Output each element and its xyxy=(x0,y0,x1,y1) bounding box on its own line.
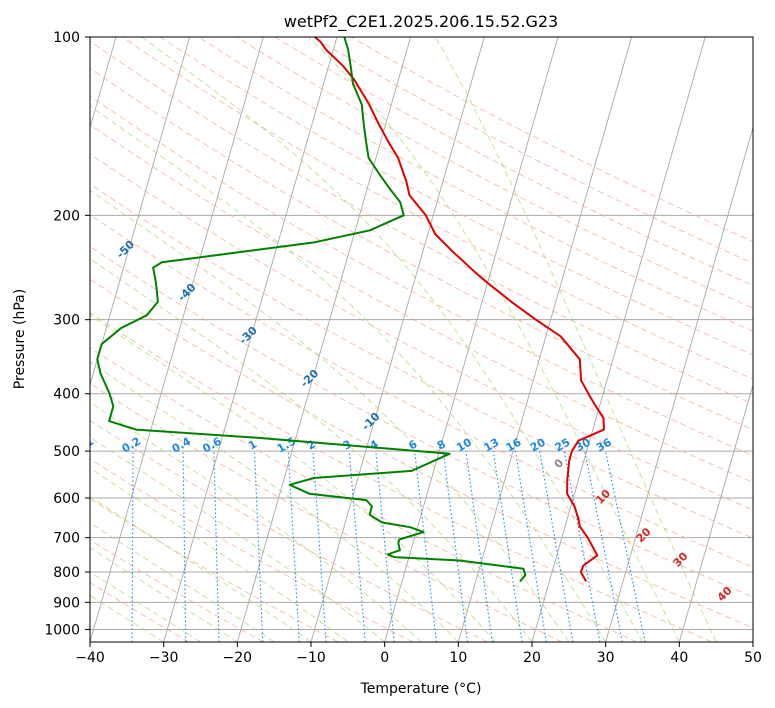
x-tick-label: −30 xyxy=(149,650,179,666)
y-tick-label: 300 xyxy=(53,313,80,329)
moist-adiabat-line xyxy=(90,189,570,642)
mixing-ratio-line xyxy=(414,451,437,642)
plot-frame xyxy=(89,36,754,643)
dry-adiabat-line xyxy=(312,37,753,264)
moist-adiabat-line xyxy=(90,258,533,642)
dry-adiabat-line xyxy=(236,37,753,309)
dry-adiabat-line xyxy=(90,153,753,511)
x-tick-label: 30 xyxy=(597,650,615,666)
y-tick-label: 500 xyxy=(53,444,80,460)
temperature-profile xyxy=(314,37,605,582)
moist-adiabat-line xyxy=(90,105,607,642)
dry-adiabat-line xyxy=(90,67,753,431)
x-tick-label: 40 xyxy=(670,650,688,666)
moist-adiabat-line xyxy=(90,496,312,642)
moist-adiabat-line xyxy=(90,522,275,642)
chart-title: wetPf2_C2E1.2025.206.15.52.G23 xyxy=(284,12,558,32)
mixing-ratio-line xyxy=(514,451,547,642)
moist-adiabat-line xyxy=(90,314,496,642)
dry-adiabat-line xyxy=(90,40,753,405)
isotherm-line xyxy=(236,37,412,642)
dry-adiabat-line xyxy=(90,347,638,642)
dry-adiabat-line xyxy=(90,278,753,629)
dry-adiabat-line xyxy=(274,37,753,286)
mixing-ratio-line xyxy=(492,451,523,642)
x-tick-label: −10 xyxy=(296,650,326,666)
y-tick-label: 100 xyxy=(53,30,80,46)
x-tick-label: −40 xyxy=(75,650,105,666)
mixing-ratio-line xyxy=(465,451,493,642)
mixing-ratio-line xyxy=(584,450,623,642)
mixing-ratio-line xyxy=(539,451,574,642)
mixing-ratio-line xyxy=(563,451,601,642)
isotherm-line xyxy=(457,37,633,642)
y-tick-label: 400 xyxy=(53,387,80,403)
mixing-ratio-label: 0.1 xyxy=(73,435,96,456)
x-tick-label: 0 xyxy=(380,650,389,666)
dry-adiabat-line xyxy=(90,183,753,539)
moist-adiabat-line xyxy=(90,436,385,642)
y-tick-label: 600 xyxy=(53,491,80,507)
dry-adiabat-line xyxy=(90,458,414,642)
x-tick-label: 10 xyxy=(449,650,467,666)
isotherm-line xyxy=(678,383,753,642)
y-tick-label: 200 xyxy=(53,208,80,224)
isotherm-line xyxy=(531,37,706,642)
moist-adiabat-line xyxy=(90,547,238,642)
isotherm-line xyxy=(163,37,338,642)
y-axis-label: Pressure (hPa) xyxy=(12,289,28,389)
background-lines xyxy=(90,37,753,642)
isotherm-line xyxy=(605,126,753,642)
dry-adiabat-line xyxy=(160,37,753,356)
y-tick-label: 700 xyxy=(53,531,80,547)
x-axis-label: Temperature (°C) xyxy=(360,681,482,697)
moist-adiabat-line xyxy=(90,571,201,642)
moist-adiabat-line xyxy=(141,37,643,642)
moist-adiabat-line xyxy=(308,37,680,642)
dry-adiabat-line xyxy=(121,37,753,380)
dry-adiabat-line xyxy=(90,246,753,598)
dry-adiabat-line xyxy=(90,214,753,568)
mixing-ratio-line xyxy=(442,451,469,642)
y-axis: 100 200 300 400 500 600 700 800 900 1000 xyxy=(44,30,90,638)
dry-adiabat-line xyxy=(90,124,753,483)
dewpoint-profile xyxy=(96,37,527,583)
moist-adiabat-line xyxy=(90,467,349,642)
y-tick-label: 800 xyxy=(53,565,80,581)
isotherm-line xyxy=(384,37,559,642)
y-tick-label: 900 xyxy=(53,595,80,611)
dry-adiabat-line xyxy=(90,312,712,642)
background-labels: 0.10.20.40.611.52346810131620253036-100-… xyxy=(73,238,735,604)
isotherm-line xyxy=(90,37,191,387)
moist-adiabat-line xyxy=(434,37,717,642)
dry-adiabat-line xyxy=(90,95,753,457)
x-tick-label: 20 xyxy=(523,650,541,666)
dry-adiabat-line xyxy=(350,37,753,243)
y-tick-label: 1000 xyxy=(44,622,80,638)
mixing-ratio-line xyxy=(605,450,646,642)
moist-adiabat-line xyxy=(90,361,459,642)
moist-adiabat-line xyxy=(90,401,422,642)
x-tick-label: 50 xyxy=(744,650,762,666)
x-tick-label: −20 xyxy=(223,650,253,666)
x-axis: −40 −30 −20 −10 0 10 20 30 40 50 xyxy=(75,642,762,666)
sounding-profiles xyxy=(96,37,605,583)
